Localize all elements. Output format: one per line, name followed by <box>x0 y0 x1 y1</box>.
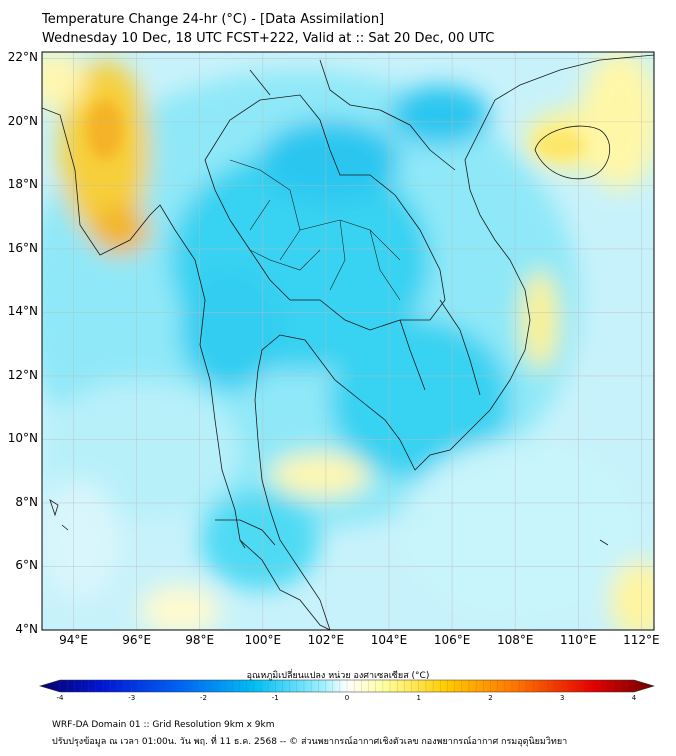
lon-label: 98°E <box>185 633 215 647</box>
lat-label: 20°N <box>7 113 38 128</box>
colorbar-tick-label: 2 <box>488 694 493 702</box>
colorbar <box>38 679 656 693</box>
map-frame <box>41 51 655 631</box>
lon-label: 112°E <box>623 633 660 647</box>
lon-label: 100°E <box>244 633 282 647</box>
lat-label: 16°N <box>7 240 38 255</box>
colorbar-tick-label: 1 <box>416 694 421 702</box>
lon-label: 110°E <box>560 633 597 647</box>
lat-label: 22°N <box>7 50 38 65</box>
colorbar-tick-label: -2 <box>200 694 207 702</box>
lat-label: 14°N <box>7 304 38 319</box>
coastlines-and-borders <box>42 54 654 630</box>
footer-credit: ปรับปรุงข้อมูล ณ เวลา 01:00น. วัน พฤ. ที… <box>52 737 568 747</box>
lat-label: 12°N <box>7 367 38 382</box>
colorbar-tick-label: -4 <box>56 694 64 702</box>
colorbar-tick-label: 4 <box>631 694 637 702</box>
colorbar-tick-label: 3 <box>560 694 565 702</box>
map-title: Temperature Change 24-hr (°C) - [Data As… <box>42 12 385 27</box>
lon-label: 102°E <box>307 633 345 647</box>
colorbar-tick-label: 0 <box>344 694 350 702</box>
temperature-field <box>42 52 654 630</box>
lat-label: 4°N <box>15 622 38 636</box>
lon-label: 104°E <box>370 633 408 647</box>
lat-label: 8°N <box>15 494 38 509</box>
lon-label: 96°E <box>122 633 152 647</box>
lon-label: 94°E <box>59 633 88 647</box>
lon-label: 106°E <box>433 633 471 647</box>
lat-label: 6°N <box>15 558 38 573</box>
lat-label: 10°N <box>7 431 38 446</box>
footer-model-info: WRF-DA Domain 01 :: Grid Resolution 9km … <box>52 720 275 730</box>
colorbar-label: อุณหภูมิเปลี่ยนแปลง หน่วย องศาเซลเซียส (… <box>246 671 430 681</box>
map-subtitle: Wednesday 10 Dec, 18 UTC FCST+222, Valid… <box>42 31 495 46</box>
lat-label: 18°N <box>7 177 38 192</box>
colorbar-tick-label: -1 <box>271 694 279 702</box>
colorbar-tick-label: -3 <box>128 694 136 702</box>
lon-label: 108°E <box>496 633 534 647</box>
